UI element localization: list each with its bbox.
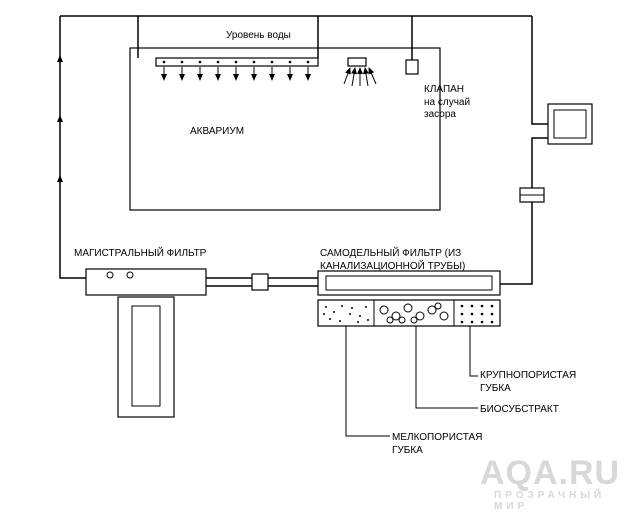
label-fine-sponge: МЕЛКОПОРИСТАЯ ГУБКА <box>392 432 482 457</box>
aquarium-box <box>130 48 440 210</box>
watermark-big: AQA.RU <box>480 454 620 493</box>
connector-pipe <box>206 274 318 290</box>
valve-icon <box>406 60 418 74</box>
label-biosubstrate: БИОСУБСТРАКТ <box>480 404 559 417</box>
pipe-to-diy <box>500 202 532 284</box>
watermark-small: ПРОЗРАЧНЫЙ МИР <box>494 490 640 512</box>
label-diy-filter: САМОДЕЛЬНЫЙ ФИЛЬТР (ИЗ КАНАЛИЗАЦИОННОЙ Т… <box>320 248 465 273</box>
label-water-level: Уровень воды <box>226 30 291 43</box>
leaders <box>346 326 478 436</box>
label-coarse-sponge: КРУПНОПОРИСТАЯ ГУБКА <box>480 370 576 395</box>
label-aquarium: АКВАРИУМ <box>190 126 244 139</box>
diagram-stage: { "canvas": { "w": 640, "h": 512, "bg": … <box>0 0 640 512</box>
diy-filter <box>318 271 500 326</box>
shower-head <box>348 58 366 66</box>
pump-pipes <box>532 104 548 188</box>
label-valve: КЛАПАН на случай засора <box>424 84 470 122</box>
label-main-filter: МАГИСТРАЛЬНЫЙ ФИЛЬТР <box>74 248 206 261</box>
main-filter <box>86 269 206 417</box>
